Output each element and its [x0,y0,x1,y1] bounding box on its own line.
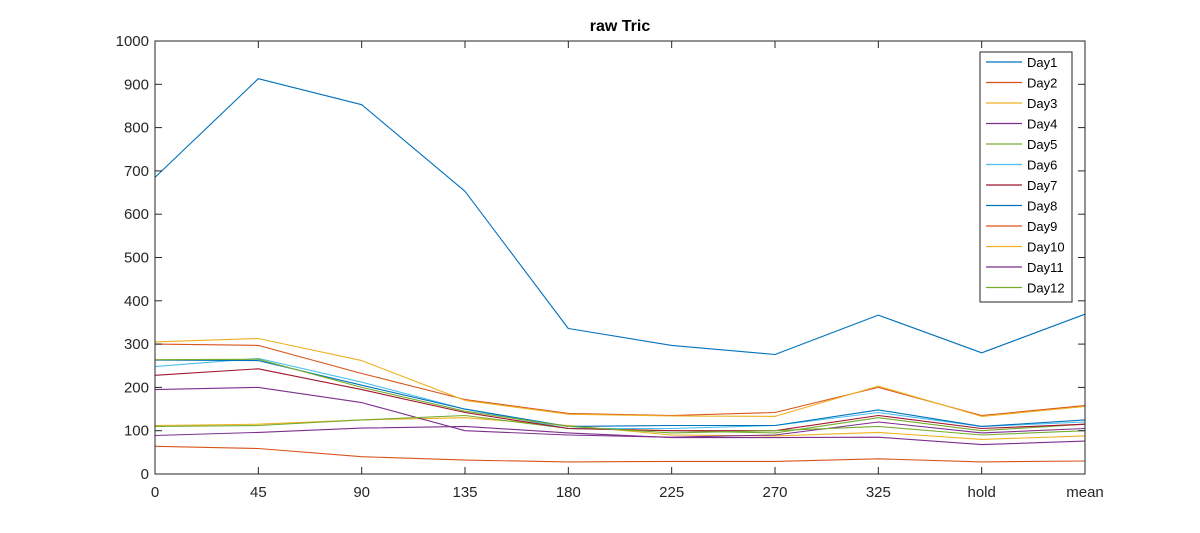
y-tick-label: 300 [124,336,149,353]
y-tick-label: 1000 [116,33,149,50]
series-line-day2 [154,445,1086,463]
x-tick-label: 225 [659,484,684,501]
y-tick-label: 700 [124,163,149,180]
y-tick-label: 800 [124,120,149,137]
legend-label: Day3 [1027,96,1057,111]
y-tick-label: 900 [124,76,149,93]
series-lines [154,78,1086,463]
series-line-day4 [154,386,1086,438]
y-tick-label: 200 [124,379,149,396]
y-tick-label: 0 [141,466,149,483]
legend-label: Day8 [1027,199,1057,214]
plot-area-frame [154,40,1086,475]
series-line-day6 [154,357,1086,430]
legend-label: Day12 [1027,281,1065,296]
x-tick-label: 90 [353,484,370,501]
y-tick-label: 100 [124,423,149,440]
series-line-day11 [154,425,1086,446]
legend-label: Day7 [1027,178,1057,193]
legend-label: Day11 [1027,260,1064,275]
legend-label: Day10 [1027,240,1065,255]
legend-label: Day4 [1027,117,1057,132]
y-tick-label: 500 [124,250,149,267]
series-line-day10 [154,337,1086,417]
y-tick-label: 600 [124,206,149,223]
legend-box [979,51,1073,303]
series-line-day3 [154,417,1086,440]
series-line-day12 [154,358,1086,436]
chart-title: raw Tric [590,18,651,35]
x-tick-label: 325 [866,484,891,501]
legend-label: Day1 [1027,55,1057,70]
x-tick-label: 0 [151,484,159,501]
x-tick-label: 270 [762,484,787,501]
x-tick-label: 135 [452,484,477,501]
legend-label: Day2 [1027,76,1057,91]
y-tick-label: 400 [124,293,149,310]
x-tick-label: 180 [556,484,581,501]
axes: 0 100 200 300 400 500 600 700 800 900 1000 0 45 90 135… [116,33,1104,501]
legend-label: Day9 [1027,219,1057,234]
x-tick-label: hold [967,484,995,501]
x-tick-label: mean [1066,484,1104,501]
legend: Day1 Day2 Day3 Day4 Day5 Day6 Day7 Day8 Day9 Day1… [979,51,1073,303]
x-tick-label: 45 [250,484,267,501]
series-line-day9 [154,343,1086,417]
legend-label: Day5 [1027,137,1057,152]
series-line-day1 [154,78,1086,356]
legend-label: Day6 [1027,158,1057,173]
